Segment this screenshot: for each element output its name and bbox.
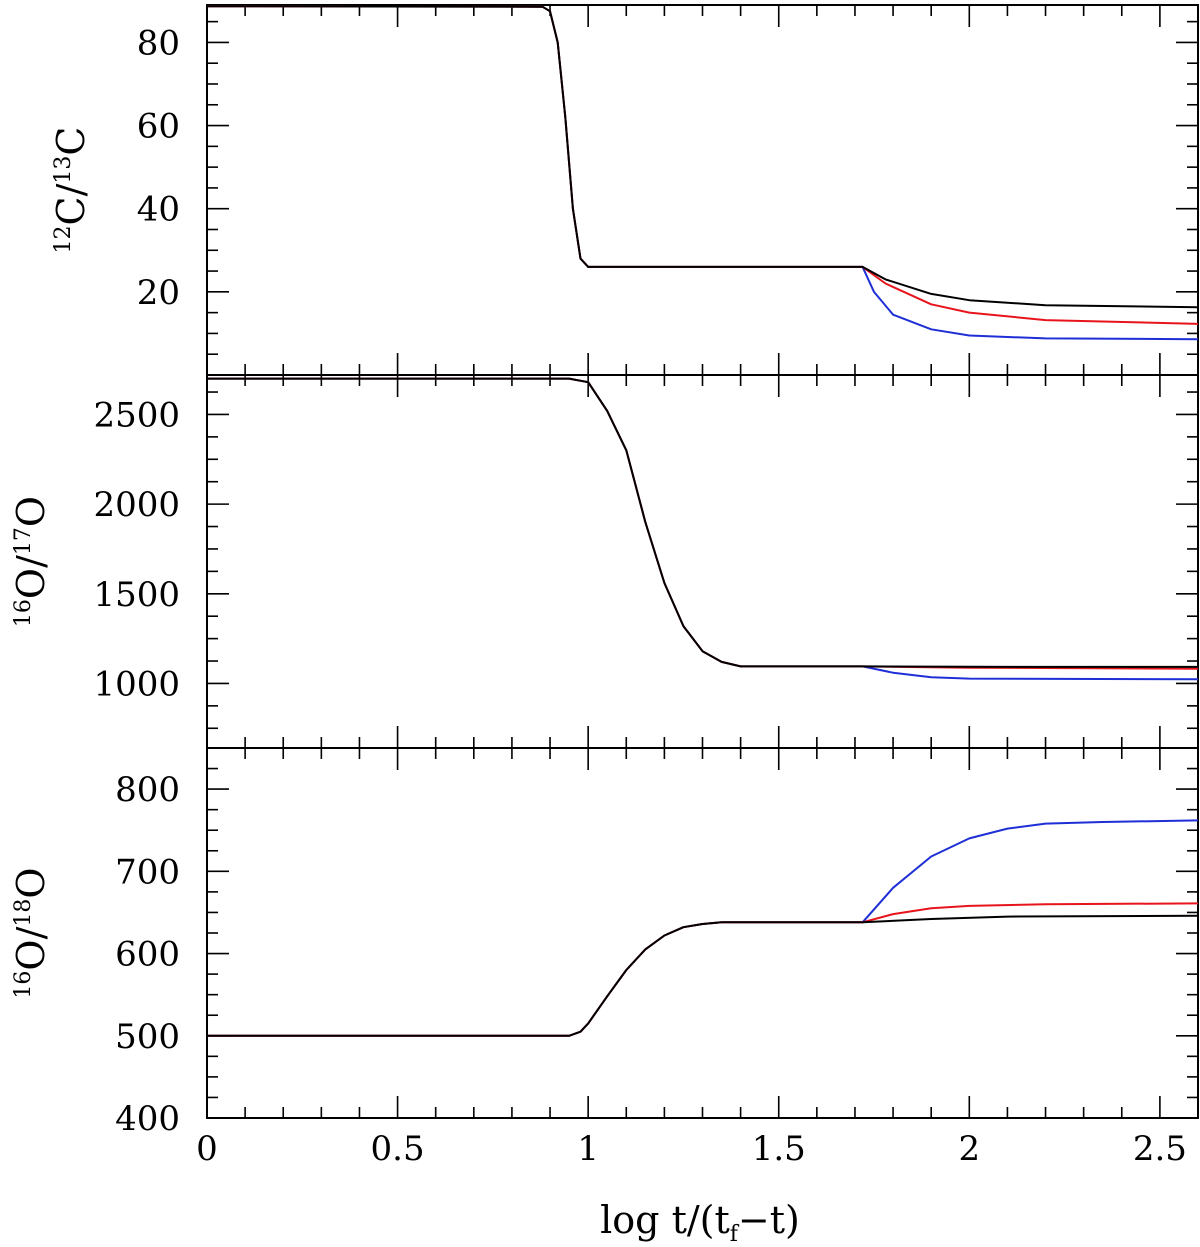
x-axis-title-main: log t/(t [600, 1198, 730, 1242]
x-tick-label: 0.5 [371, 1129, 425, 1169]
panel-frame [206, 374, 1199, 749]
y-tick-label: 2500 [93, 395, 180, 435]
y-axis-title: 16O/17O [9, 496, 53, 627]
series-line-blue [207, 377, 1199, 681]
y-axis-title-superscript: 13 [51, 156, 76, 184]
y-tick-label: 500 [115, 1017, 180, 1057]
y-tick-label: 80 [137, 23, 180, 63]
y-axis-title-text: O/ [9, 926, 53, 970]
y-axis-title-text: O [9, 867, 53, 898]
y-tick-label: 600 [115, 935, 180, 975]
x-tick-label: 1.5 [752, 1129, 806, 1169]
series-line-black [207, 914, 1199, 1037]
series-line-black [206, 5, 1199, 309]
y-tick-label: 700 [115, 852, 180, 892]
y-axis-title-superscript: 17 [11, 527, 36, 555]
y-tick-label: 20 [137, 273, 180, 313]
y-axis-title-text: O/ [9, 555, 53, 599]
y-tick-label: 800 [115, 770, 180, 810]
y-axis-title: 12C/13C [49, 127, 93, 254]
y-tick-label: 40 [137, 190, 180, 230]
y-tick-label: 1500 [93, 575, 180, 615]
y-axis-title-superscript: 16 [11, 599, 36, 627]
panel-1: 20 40 60 80 12C/13C [49, 4, 1199, 376]
y-axis-title-superscript: 12 [51, 225, 76, 253]
series-line-blue [206, 5, 1199, 341]
series-line-blue [207, 819, 1199, 1037]
series-line-red [206, 5, 1199, 325]
x-axis-title-subscript: f [730, 1222, 740, 1247]
y-tick-label: 1000 [93, 664, 180, 704]
panel-3: 400 500 600 700 800 16O/18O [9, 747, 1199, 1139]
y-tick-label: 400 [115, 1099, 180, 1139]
x-tick-label: 0 [196, 1129, 218, 1169]
x-axis-title: log t/(tf−t) [600, 1198, 800, 1247]
x-tick-label: 2.5 [1133, 1129, 1187, 1169]
y-axis-title: 16O/18O [9, 867, 53, 998]
x-tick-label: 2 [958, 1129, 980, 1169]
y-axis-title-text: C/ [49, 183, 93, 225]
panels: 2040608012C/13C100015002000250016O/17O40… [9, 4, 1199, 1139]
x-tick-labels: 0 0.5 1 1.5 2 2.5 [196, 1129, 1187, 1169]
y-axis-title-superscript: 16 [11, 971, 36, 999]
panel-frame [206, 747, 1199, 1119]
y-axis-title-superscript: 18 [11, 899, 36, 927]
x-axis-title-tail: −t) [738, 1198, 800, 1242]
y-tick-label: 60 [137, 107, 180, 147]
y-tick-label: 2000 [93, 485, 180, 525]
y-axis-title-text: C [49, 127, 93, 156]
series-line-red [207, 377, 1199, 670]
panel-2: 1000 1500 2000 2500 16O/17O [9, 374, 1199, 749]
series-line-black [207, 377, 1199, 668]
y-axis-title-text: O [9, 496, 53, 527]
x-tick-label: 1 [577, 1129, 599, 1169]
